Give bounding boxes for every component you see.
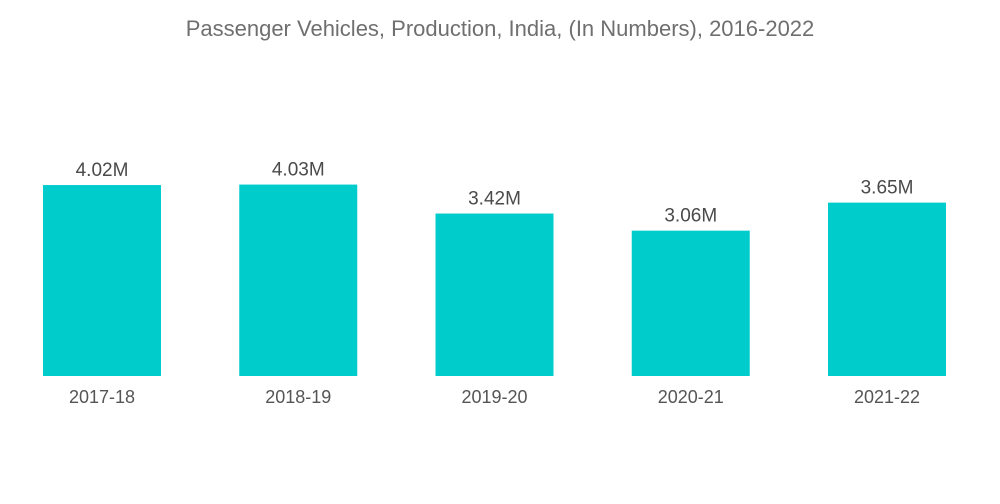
x-tick-label-2018-19: 2018-19	[265, 387, 331, 407]
value-label-2021-22: 3.65M	[861, 178, 914, 199]
bar-2019-20	[435, 213, 554, 376]
value-label-2018-19: 4.03M	[272, 160, 325, 181]
x-tick-label-2021-22: 2021-22	[854, 387, 920, 407]
bar-2021-22	[828, 202, 946, 376]
value-label-2020-21: 3.06M	[664, 206, 717, 227]
bars-group	[43, 184, 946, 376]
value-label-2017-18: 4.02M	[76, 160, 129, 181]
chart-title: Passenger Vehicles, Production, India, (…	[185, 16, 815, 41]
bar-2018-19	[239, 184, 358, 376]
value-label-2019-20: 3.42M	[468, 189, 521, 210]
bar-2017-18	[43, 185, 161, 376]
value-labels-group: 4.02M 4.03M 3.42M 3.06M 3.65M	[76, 160, 914, 227]
x-tick-label-2017-18: 2017-18	[69, 387, 135, 407]
x-tick-label-2019-20: 2019-20	[461, 387, 527, 407]
x-axis-tick-labels: 2017-18 2018-19 2019-20 2020-21 2021-22	[69, 387, 920, 407]
bar-2020-21	[631, 230, 750, 376]
x-tick-label-2020-21: 2020-21	[658, 387, 724, 407]
